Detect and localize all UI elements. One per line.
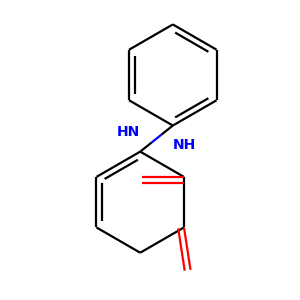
Text: NH: NH [173, 138, 196, 152]
Text: HN: HN [117, 125, 140, 139]
